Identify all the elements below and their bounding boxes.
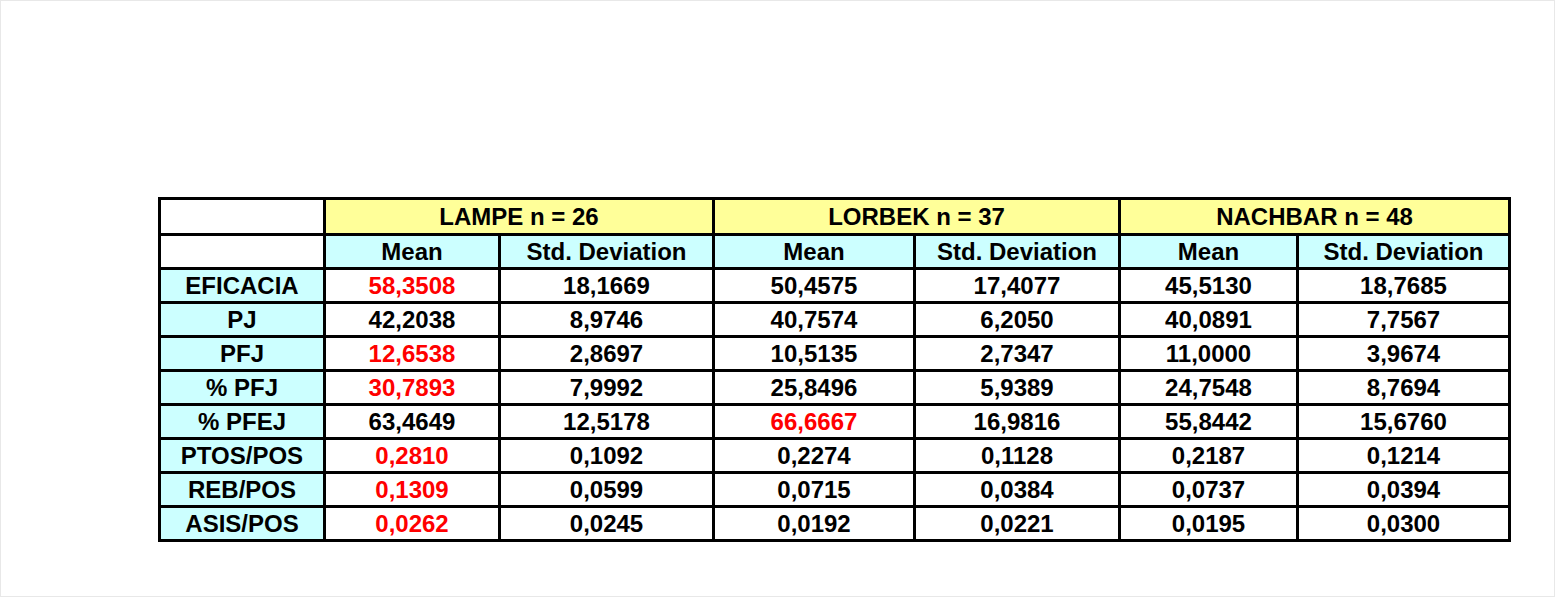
value-cell: 40,7574 (714, 303, 915, 337)
row-label: PFJ (160, 337, 325, 371)
group-header-lorbek: LORBEK n = 37 (714, 199, 1120, 235)
value-cell: 45,5130 (1120, 269, 1298, 303)
value-cell: 0,0394 (1298, 473, 1510, 507)
value-cell: 24,7548 (1120, 371, 1298, 405)
subheader-std-deviation: Std. Deviation (1298, 235, 1510, 269)
value-cell: 0,1092 (500, 439, 714, 473)
table-row: PFJ12,65382,869710,51352,734711,00003,96… (160, 337, 1510, 371)
table-row: PJ42,20388,974640,75746,205040,08917,756… (160, 303, 1510, 337)
value-cell: 0,0737 (1120, 473, 1298, 507)
value-cell: 63,4649 (325, 405, 500, 439)
value-cell-highlighted: 58,3508 (325, 269, 500, 303)
value-cell: 0,0300 (1298, 507, 1510, 541)
value-cell: 8,9746 (500, 303, 714, 337)
value-cell-highlighted: 66,6667 (714, 405, 915, 439)
value-cell: 2,7347 (915, 337, 1120, 371)
row-label: ASIS/POS (160, 507, 325, 541)
table-row: PTOS/POS0,28100,10920,22740,11280,21870,… (160, 439, 1510, 473)
stats-table: LAMPE n = 26 LORBEK n = 37 NACHBAR n = 4… (158, 197, 1511, 542)
value-cell: 0,0384 (915, 473, 1120, 507)
value-cell-highlighted: 0,0262 (325, 507, 500, 541)
value-cell: 11,0000 (1120, 337, 1298, 371)
value-cell: 18,7685 (1298, 269, 1510, 303)
value-cell: 17,4077 (915, 269, 1120, 303)
value-cell-highlighted: 30,7893 (325, 371, 500, 405)
table-body: EFICACIA58,350818,166950,457517,407745,5… (160, 269, 1510, 541)
value-cell: 55,8442 (1120, 405, 1298, 439)
table-row: % PFEJ63,464912,517866,666716,981655,844… (160, 405, 1510, 439)
value-cell: 2,8697 (500, 337, 714, 371)
subheader-mean: Mean (714, 235, 915, 269)
table-row: ASIS/POS0,02620,02450,01920,02210,01950,… (160, 507, 1510, 541)
group-header-lampe: LAMPE n = 26 (325, 199, 714, 235)
value-cell: 7,7567 (1298, 303, 1510, 337)
value-cell: 25,8496 (714, 371, 915, 405)
row-label: EFICACIA (160, 269, 325, 303)
group-header-row: LAMPE n = 26 LORBEK n = 37 NACHBAR n = 4… (160, 199, 1510, 235)
value-cell: 0,0192 (714, 507, 915, 541)
row-label: % PFEJ (160, 405, 325, 439)
subheader-mean: Mean (325, 235, 500, 269)
value-cell: 8,7694 (1298, 371, 1510, 405)
value-cell: 15,6760 (1298, 405, 1510, 439)
subheader-std-deviation: Std. Deviation (500, 235, 714, 269)
value-cell-highlighted: 12,6538 (325, 337, 500, 371)
spreadsheet-canvas: LAMPE n = 26 LORBEK n = 37 NACHBAR n = 4… (0, 0, 1555, 597)
row-label: PTOS/POS (160, 439, 325, 473)
value-cell: 0,0195 (1120, 507, 1298, 541)
value-cell: 0,0245 (500, 507, 714, 541)
row-label: PJ (160, 303, 325, 337)
value-cell: 0,2274 (714, 439, 915, 473)
row-label: % PFJ (160, 371, 325, 405)
table-row: % PFJ30,78937,999225,84965,938924,75488,… (160, 371, 1510, 405)
subheader-mean: Mean (1120, 235, 1298, 269)
value-cell: 0,2187 (1120, 439, 1298, 473)
value-cell: 10,5135 (714, 337, 915, 371)
table-row: EFICACIA58,350818,166950,457517,407745,5… (160, 269, 1510, 303)
value-cell-highlighted: 0,2810 (325, 439, 500, 473)
value-cell: 5,9389 (915, 371, 1120, 405)
table-row: REB/POS0,13090,05990,07150,03840,07370,0… (160, 473, 1510, 507)
value-cell: 18,1669 (500, 269, 714, 303)
value-cell: 16,9816 (915, 405, 1120, 439)
subheader-std-deviation: Std. Deviation (915, 235, 1120, 269)
row-label: REB/POS (160, 473, 325, 507)
value-cell: 50,4575 (714, 269, 915, 303)
value-cell: 7,9992 (500, 371, 714, 405)
group-header-nachbar: NACHBAR n = 48 (1120, 199, 1510, 235)
subheader-row: Mean Std. Deviation Mean Std. Deviation … (160, 235, 1510, 269)
value-cell: 0,0221 (915, 507, 1120, 541)
corner-blank-cell (160, 199, 325, 235)
value-cell: 0,1214 (1298, 439, 1510, 473)
corner-blank-cell (160, 235, 325, 269)
value-cell: 6,2050 (915, 303, 1120, 337)
value-cell: 40,0891 (1120, 303, 1298, 337)
value-cell: 42,2038 (325, 303, 500, 337)
value-cell: 0,0599 (500, 473, 714, 507)
value-cell: 3,9674 (1298, 337, 1510, 371)
value-cell: 12,5178 (500, 405, 714, 439)
value-cell: 0,1128 (915, 439, 1120, 473)
value-cell-highlighted: 0,1309 (325, 473, 500, 507)
value-cell: 0,0715 (714, 473, 915, 507)
